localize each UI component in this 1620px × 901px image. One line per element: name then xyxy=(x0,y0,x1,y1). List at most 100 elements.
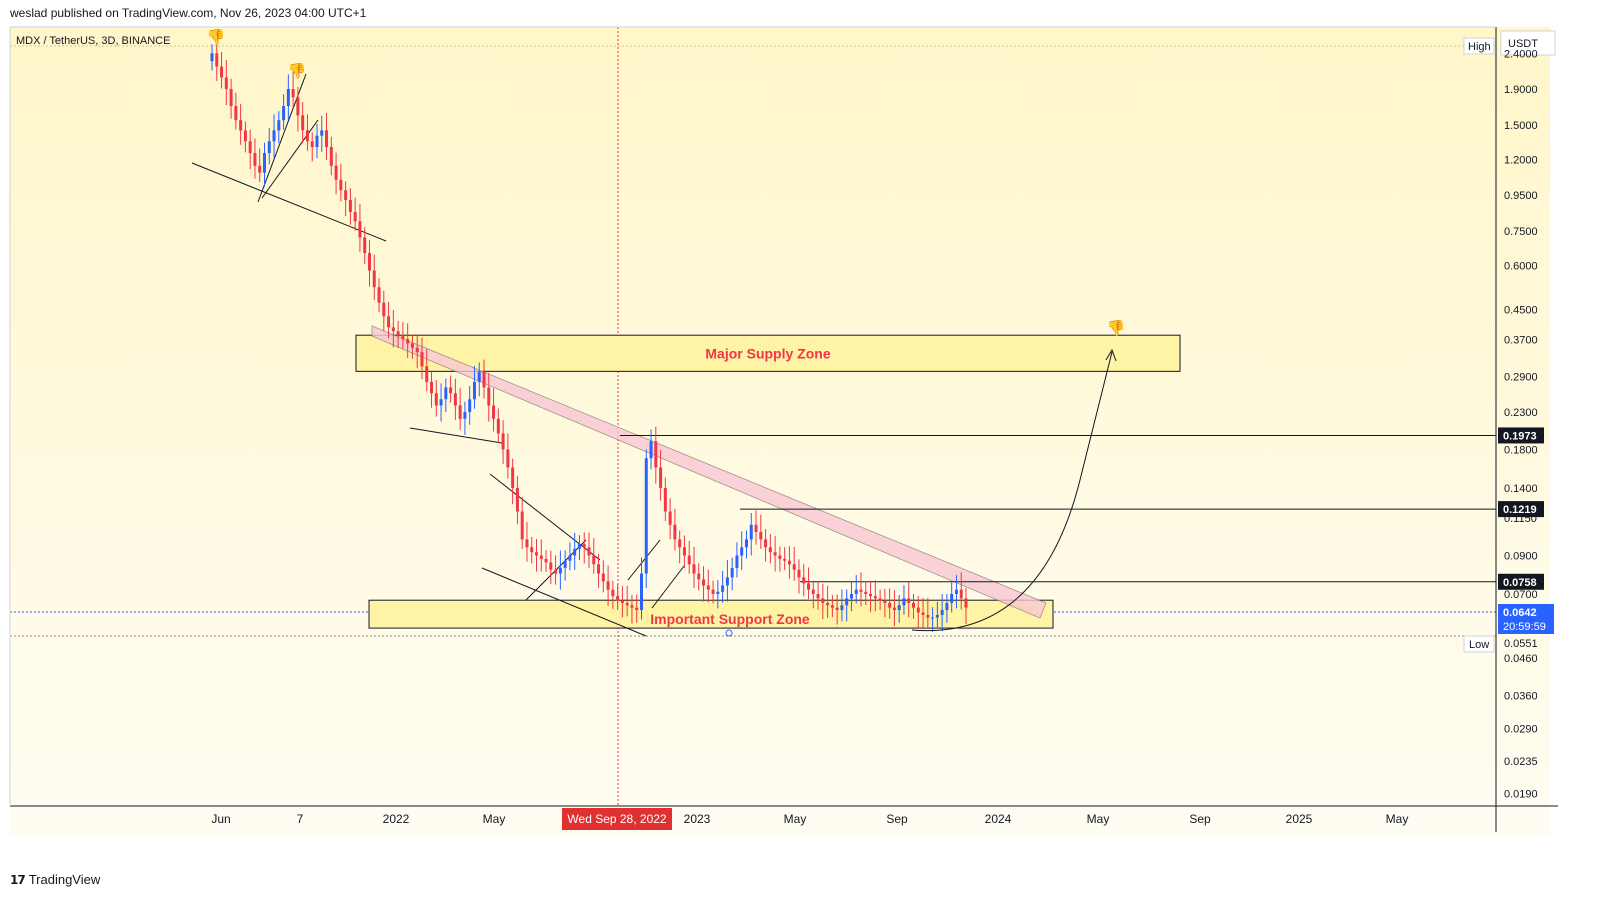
crosshair-point-marker xyxy=(725,629,733,637)
y-tick-label: 0.6000 xyxy=(1504,260,1538,272)
candle-body-131 xyxy=(835,607,839,611)
candle-body-38 xyxy=(391,327,395,332)
supply-zone-label: Major Supply Zone xyxy=(705,345,830,361)
thumbs-down-icon: 👎 xyxy=(207,28,226,46)
candle-body-25 xyxy=(329,147,333,166)
candle-body-89 xyxy=(635,607,639,611)
trendline-5 xyxy=(481,567,647,637)
candle-body-128 xyxy=(821,598,825,603)
candle-body-95 xyxy=(663,487,667,512)
candle-body-50 xyxy=(449,387,453,394)
current-price-value: 0.0642 xyxy=(1503,607,1537,619)
candle-body-17 xyxy=(291,89,295,98)
candle-body-94 xyxy=(659,467,663,488)
candle-body-112 xyxy=(744,539,748,548)
candle-body-80 xyxy=(592,555,596,565)
candle-body-60 xyxy=(496,418,500,434)
candle-body-81 xyxy=(597,564,601,574)
candle-body-19 xyxy=(301,115,305,131)
candle-body-150 xyxy=(926,615,930,618)
candle-body-9 xyxy=(253,153,257,166)
annotations-layer: 👎 👎 👎 xyxy=(207,28,1125,637)
trendline-7 xyxy=(651,565,685,609)
candle-body-35 xyxy=(377,287,381,303)
projection-curve xyxy=(911,351,1113,632)
candle-body-61 xyxy=(501,433,505,450)
candle-body-78 xyxy=(582,544,586,548)
y-tick-label: 0.0290 xyxy=(1504,724,1538,736)
y-tick-label: 0.1400 xyxy=(1504,483,1538,495)
candle-body-66 xyxy=(525,539,529,548)
tradingview-brand[interactable]: 𝟭𝟳 TradingView xyxy=(10,872,100,887)
y-tick-label: 0.2300 xyxy=(1504,407,1538,419)
candle-body-27 xyxy=(339,179,343,191)
candle-body-137 xyxy=(864,591,868,594)
candle-body-71 xyxy=(549,562,553,570)
candle-body-104 xyxy=(706,585,710,590)
candle-body-13 xyxy=(272,130,276,142)
currency-box xyxy=(1500,30,1556,56)
candle-body-156 xyxy=(954,589,958,594)
candle-body-134 xyxy=(849,593,853,599)
candle-body-136 xyxy=(859,589,863,592)
candle-body-33 xyxy=(367,253,371,271)
candle-body-34 xyxy=(372,270,376,288)
candle-body-111 xyxy=(740,547,744,556)
candle-body-148 xyxy=(916,607,920,613)
candle-body-86 xyxy=(620,600,624,603)
y-tick-label: 0.4500 xyxy=(1504,304,1538,316)
candle-body-124 xyxy=(802,577,806,584)
candle-body-96 xyxy=(668,511,672,525)
candle-body-48 xyxy=(439,399,443,406)
candle-body-105 xyxy=(711,589,715,594)
candle-body-32 xyxy=(363,237,367,254)
candle-body-121 xyxy=(787,560,791,565)
candle-body-63 xyxy=(511,467,515,488)
candle-body-29 xyxy=(348,199,352,213)
candle-body-2 xyxy=(220,66,224,78)
candle-body-125 xyxy=(807,583,811,590)
candle-body-3 xyxy=(224,77,228,90)
candle-body-41 xyxy=(406,339,410,344)
candle-body-23 xyxy=(320,130,324,136)
candle-body-152 xyxy=(935,615,939,618)
high-tag xyxy=(1463,37,1495,55)
candle-body-82 xyxy=(601,573,605,582)
y-tick-label: 0.3700 xyxy=(1504,334,1538,346)
y-tick-label: 1.2000 xyxy=(1504,154,1538,166)
candle-body-46 xyxy=(430,381,434,394)
candle-body-119 xyxy=(778,555,782,559)
candle-body-103 xyxy=(702,579,706,586)
candle-body-84 xyxy=(611,589,615,597)
candle-body-99 xyxy=(682,547,686,556)
candle-body-127 xyxy=(816,593,820,599)
candle-body-20 xyxy=(305,130,309,142)
level-price-tag xyxy=(1498,427,1544,444)
candle-body-30 xyxy=(353,212,357,222)
y-tick-label: 0.7500 xyxy=(1504,226,1538,238)
currency-label: USDT xyxy=(1508,38,1538,50)
level-price-label: 0.0758 xyxy=(1503,577,1537,589)
candle-body-130 xyxy=(830,605,834,608)
x-tick-label: Sep xyxy=(1189,812,1211,826)
candle-body-44 xyxy=(420,352,424,367)
candle-body-26 xyxy=(334,165,338,180)
candle-body-42 xyxy=(410,343,414,348)
candle-body-0 xyxy=(210,53,214,62)
candle-body-57 xyxy=(482,371,486,388)
candle-body-83 xyxy=(606,581,610,590)
candle-body-77 xyxy=(577,544,581,549)
candle-body-133 xyxy=(845,598,849,606)
candle-body-54 xyxy=(468,399,472,412)
candle-body-59 xyxy=(492,405,496,419)
y-tick-label: 0.0360 xyxy=(1504,691,1538,703)
candle-body-109 xyxy=(730,567,734,578)
candle-body-37 xyxy=(387,316,391,328)
y-tick-label: 0.0460 xyxy=(1504,653,1538,665)
candle-body-75 xyxy=(568,555,572,561)
candles-layer xyxy=(210,41,968,632)
level-price-tag xyxy=(1498,501,1544,518)
y-tick-label: 0.2900 xyxy=(1504,372,1538,384)
